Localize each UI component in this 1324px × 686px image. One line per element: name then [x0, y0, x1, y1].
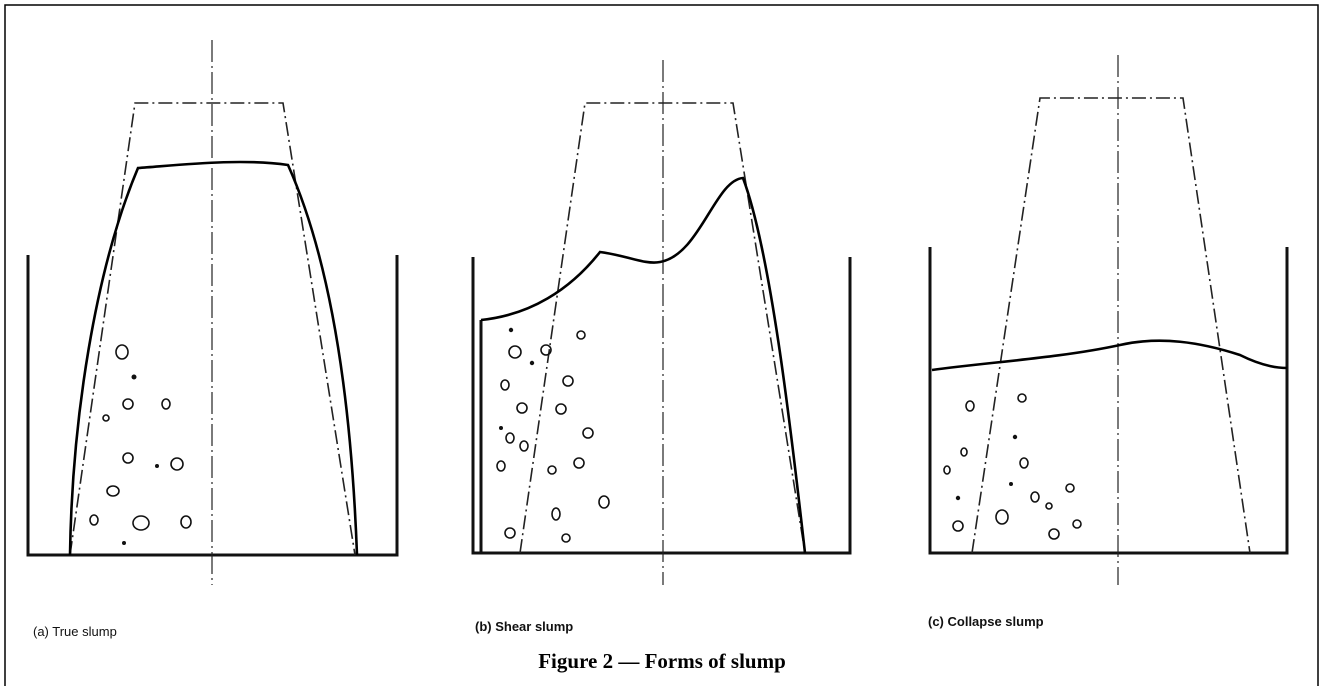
container: [471, 257, 852, 555]
panel-label: (a) True slump: [33, 624, 117, 639]
figure-caption: Figure 2 — Forms of slump: [538, 649, 786, 673]
concrete-profile: [480, 176, 807, 554]
mold-outline: [971, 97, 1251, 554]
mold-outline: [519, 102, 806, 554]
concrete-profile: [68, 160, 359, 556]
container: [928, 247, 1289, 555]
aggregate: [943, 393, 1082, 540]
aggregate: [496, 327, 610, 543]
frame: [4, 4, 1319, 686]
panel-label: (b) Shear slump: [475, 619, 573, 634]
aggregate: [89, 344, 192, 545]
mold-outline: [69, 102, 356, 556]
panel-label: (c) Collapse slump: [928, 614, 1044, 629]
panel-collapse-slump: (c) Collapse slump: [928, 55, 1289, 629]
concrete-profile: [931, 339, 1288, 372]
panel-shear-slump: (b) Shear slump: [471, 60, 852, 634]
panel-true-slump: (a) True slump: [26, 40, 399, 639]
